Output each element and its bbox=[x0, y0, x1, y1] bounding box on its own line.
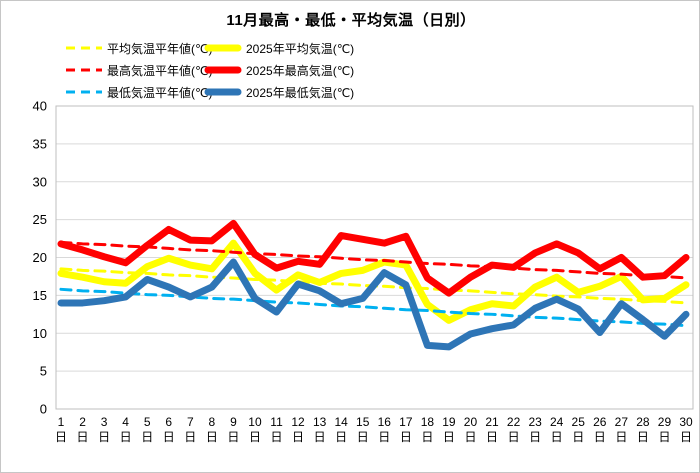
x-tick-suffix: 日 bbox=[464, 430, 476, 444]
x-tick-suffix: 日 bbox=[163, 430, 175, 444]
legend-label: 最低気温平年値(℃) bbox=[107, 85, 213, 100]
x-tick-label: 17 bbox=[399, 415, 413, 429]
x-tick-label: 24 bbox=[550, 415, 564, 429]
x-tick-label: 25 bbox=[572, 415, 586, 429]
x-tick-suffix: 日 bbox=[335, 430, 347, 444]
x-tick-label: 8 bbox=[209, 415, 216, 429]
x-tick-suffix: 日 bbox=[443, 430, 455, 444]
x-tick-label: 19 bbox=[442, 415, 456, 429]
x-tick-suffix: 日 bbox=[594, 430, 606, 444]
series-line-5 bbox=[57, 258, 690, 351]
x-tick-label: 26 bbox=[593, 415, 607, 429]
x-tick-label: 4 bbox=[122, 415, 129, 429]
solid-line-icon bbox=[204, 88, 242, 96]
x-tick-label: 2 bbox=[79, 415, 86, 429]
legend-item-2025-min: 2025年最低気温(℃) bbox=[204, 84, 354, 100]
series-line-4 bbox=[59, 287, 688, 328]
x-tick-suffix: 日 bbox=[378, 430, 390, 444]
y-tick-label: 0 bbox=[40, 402, 47, 417]
x-tick-suffix: 日 bbox=[421, 430, 433, 444]
x-tick-suffix: 日 bbox=[249, 430, 261, 444]
y-tick-label: 30 bbox=[33, 174, 47, 189]
x-tick-label: 21 bbox=[485, 415, 499, 429]
x-tick-suffix: 日 bbox=[98, 430, 110, 444]
x-tick-label: 18 bbox=[421, 415, 435, 429]
legend-label: 平均気温平年値(℃) bbox=[107, 41, 213, 56]
x-tick-suffix: 日 bbox=[141, 430, 153, 444]
x-tick-label: 7 bbox=[187, 415, 194, 429]
x-tick-label: 1 bbox=[58, 415, 65, 429]
x-tick-suffix: 日 bbox=[55, 430, 67, 444]
x-tick-label: 16 bbox=[378, 415, 392, 429]
series-line-2 bbox=[59, 240, 688, 280]
legend-item-2025-max: 2025年最高気温(℃) bbox=[204, 62, 354, 78]
x-tick-suffix: 日 bbox=[508, 430, 520, 444]
y-tick-label: 35 bbox=[33, 136, 47, 151]
dashed-line-icon bbox=[66, 46, 102, 50]
legend-item-normal-max: 最高気温平年値(℃) bbox=[65, 62, 212, 78]
x-tick-suffix: 日 bbox=[486, 430, 498, 444]
x-tick-suffix: 日 bbox=[314, 430, 326, 444]
x-tick-label: 15 bbox=[356, 415, 370, 429]
x-tick-suffix: 日 bbox=[680, 430, 692, 444]
solid-line-icon bbox=[204, 44, 242, 52]
x-tick-suffix: 日 bbox=[184, 430, 196, 444]
x-tick-label: 23 bbox=[528, 415, 542, 429]
x-tick-label: 6 bbox=[165, 415, 172, 429]
y-tick-label: 25 bbox=[33, 212, 47, 227]
x-tick-label: 13 bbox=[313, 415, 327, 429]
x-tick-suffix: 日 bbox=[572, 430, 584, 444]
x-tick-label: 14 bbox=[334, 415, 348, 429]
x-tick-suffix: 日 bbox=[271, 430, 283, 444]
series-line-1 bbox=[57, 239, 690, 324]
x-tick-suffix: 日 bbox=[206, 430, 218, 444]
y-tick-label: 10 bbox=[33, 326, 47, 341]
plot-border bbox=[55, 105, 694, 410]
x-tick-label: 27 bbox=[615, 415, 629, 429]
series-line-3 bbox=[57, 219, 690, 297]
x-tick-label: 10 bbox=[248, 415, 262, 429]
x-tick-label: 5 bbox=[144, 415, 151, 429]
x-tick-suffix: 日 bbox=[529, 430, 541, 444]
y-tick-label: 40 bbox=[33, 99, 47, 114]
x-tick-suffix: 日 bbox=[227, 430, 239, 444]
dashed-line-icon bbox=[66, 68, 102, 72]
x-tick-suffix: 日 bbox=[400, 430, 412, 444]
legend-item-normal-avg: 平均気温平年値(℃) bbox=[65, 40, 212, 56]
legend-label: 最高気温平年値(℃) bbox=[107, 63, 213, 78]
x-tick-label: 11 bbox=[270, 415, 283, 429]
x-tick-label: 9 bbox=[230, 415, 237, 429]
y-tick-label: 5 bbox=[40, 364, 47, 379]
dashed-line-icon bbox=[66, 90, 102, 94]
x-tick-label: 22 bbox=[507, 415, 521, 429]
x-tick-label: 3 bbox=[101, 415, 108, 429]
x-tick-label: 29 bbox=[658, 415, 672, 429]
legend-item-normal-min: 最低気温平年値(℃) bbox=[65, 84, 212, 100]
legend-label: 2025年平均気温(℃) bbox=[246, 41, 355, 56]
x-tick-label: 12 bbox=[291, 415, 305, 429]
chart-title: 11月最高・最低・平均気温（日別） bbox=[226, 12, 476, 29]
x-tick-suffix: 日 bbox=[292, 430, 304, 444]
legend-item-2025-avg: 2025年平均気温(℃) bbox=[204, 40, 354, 56]
chart-legend: 平均気温平年値(℃) 2025年平均気温(℃) 最高気温平年値(℃) 2025年… bbox=[1, 1, 699, 101]
x-tick-label: 30 bbox=[679, 415, 693, 429]
solid-line-icon bbox=[204, 66, 242, 74]
y-tick-label: 15 bbox=[33, 288, 47, 303]
x-tick-suffix: 日 bbox=[551, 430, 563, 444]
legend-label: 2025年最高気温(℃) bbox=[246, 63, 355, 78]
x-tick-suffix: 日 bbox=[615, 430, 627, 444]
legend-label: 2025年最低気温(℃) bbox=[246, 85, 355, 100]
x-tick-suffix: 日 bbox=[658, 430, 670, 444]
x-tick-suffix: 日 bbox=[77, 430, 89, 444]
x-tick-suffix: 日 bbox=[637, 430, 649, 444]
x-tick-label: 28 bbox=[636, 415, 650, 429]
x-tick-label: 20 bbox=[464, 415, 478, 429]
y-tick-label: 20 bbox=[33, 250, 47, 265]
x-tick-suffix: 日 bbox=[120, 430, 132, 444]
x-tick-suffix: 日 bbox=[357, 430, 369, 444]
